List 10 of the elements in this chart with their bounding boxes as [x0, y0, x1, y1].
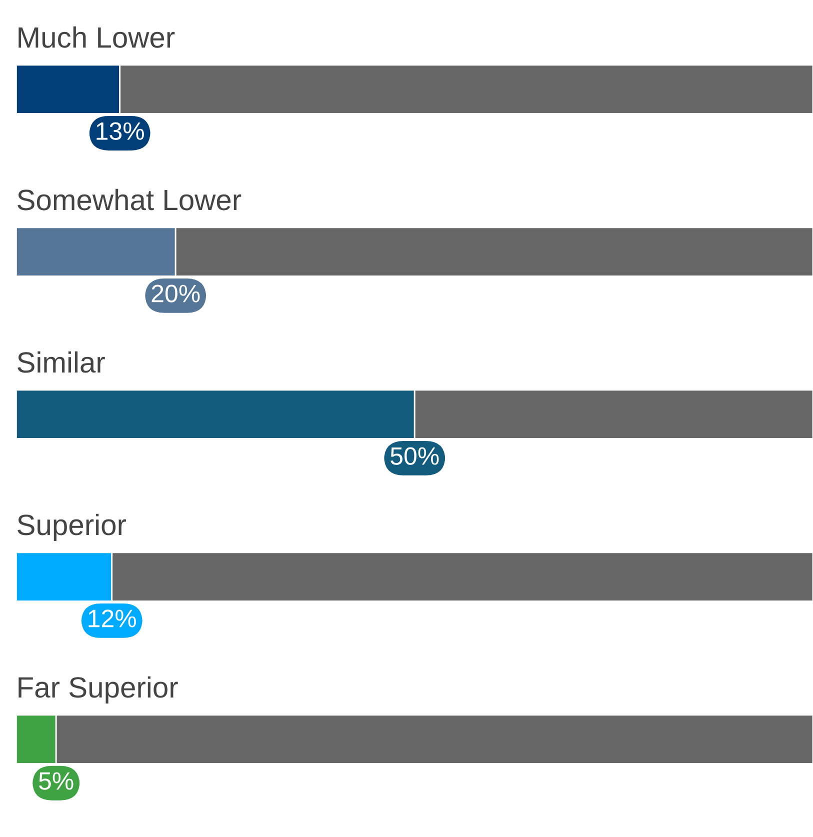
data-label: 20% — [152, 284, 200, 302]
data-label: 13% — [96, 122, 144, 140]
y-tick-label: Superior — [18, 514, 126, 542]
data-label: 50% — [390, 447, 439, 465]
y-tick-label: Similar — [18, 351, 105, 373]
y-tick-label: Somewhat Lower — [18, 188, 242, 210]
data-label: 5% — [39, 772, 74, 790]
y-tick-label: Far Superior — [18, 676, 178, 704]
y-tick-label: Much Lower — [18, 26, 175, 48]
data-label: 12% — [88, 610, 136, 628]
